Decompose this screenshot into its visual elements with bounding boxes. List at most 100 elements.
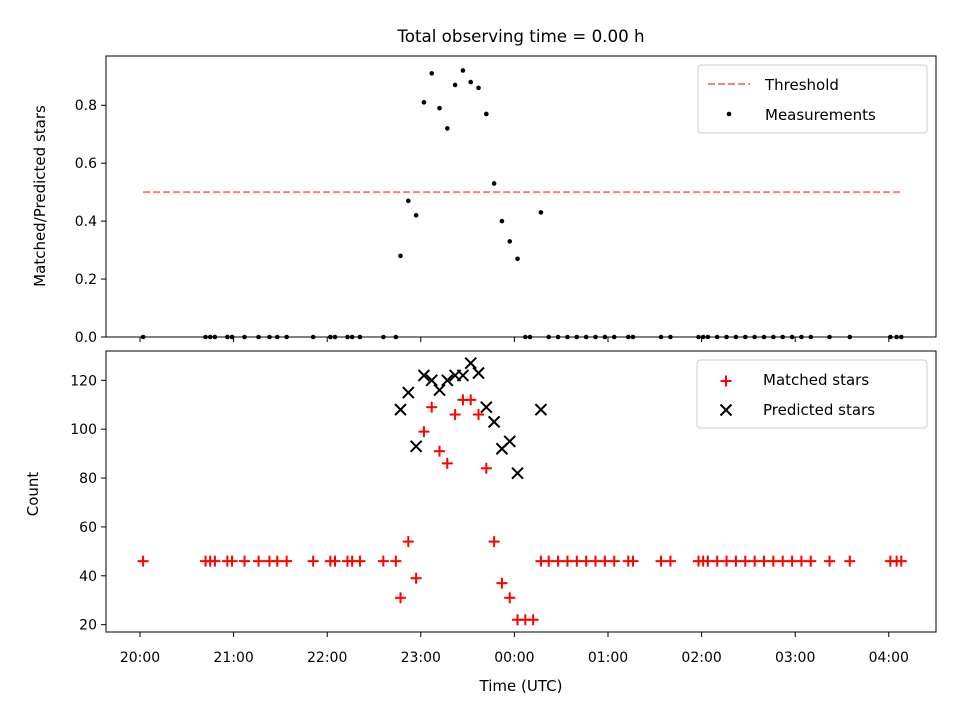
measurement-point xyxy=(460,68,466,73)
y-tick-label: 120 xyxy=(70,373,97,389)
top-axes-frame xyxy=(105,55,937,338)
matched-star-point xyxy=(580,555,592,567)
bottom-axes-frame xyxy=(105,350,937,633)
matched-star-point xyxy=(209,555,221,567)
matched-star-point xyxy=(281,555,293,567)
predicted-star-point xyxy=(402,386,415,399)
matched-star-point xyxy=(465,394,477,406)
matched-star-point xyxy=(402,536,414,548)
matched-star-point xyxy=(226,555,238,567)
predicted-star-point xyxy=(503,435,516,448)
matched-star-point xyxy=(702,555,714,567)
x-tick-label: 01:00 xyxy=(588,650,628,666)
bottom-x-axis: 20:00 21:00 22:00 23:00 00:00 01:00 02:00 03:00… xyxy=(120,632,909,666)
matched-star-point xyxy=(777,555,789,567)
matched-star-point xyxy=(426,401,438,413)
matched-star-point xyxy=(721,555,733,567)
bottom-legend: Matched stars Predicted stars xyxy=(696,359,928,429)
predicted-star-point xyxy=(456,369,470,382)
measurement-point xyxy=(538,210,544,215)
predicted-star-point xyxy=(487,415,501,429)
legend-box xyxy=(697,64,928,134)
x-tick-label: 21:00 xyxy=(213,650,253,666)
measurement-point xyxy=(437,105,442,111)
x-tick-label: 23:00 xyxy=(401,650,441,666)
matched-star-point xyxy=(253,555,265,567)
legend-box xyxy=(696,359,928,429)
x-tick-label: 00:00 xyxy=(494,650,534,666)
matched-star-point xyxy=(767,555,779,567)
top-legend: Threshold Measurements xyxy=(697,64,928,134)
matched-star-point xyxy=(434,445,446,457)
top-y-axis: 0.0 0.2 0.4 0.6 0.8 xyxy=(75,98,106,346)
matched-star-point xyxy=(449,409,461,421)
y-tick-label: 0.8 xyxy=(75,98,97,114)
predicted-star-point xyxy=(480,400,493,414)
matched-star-point xyxy=(390,555,402,567)
matched-star-point xyxy=(627,555,639,567)
chart-title: Total observing time = 0.00 h xyxy=(396,26,644,46)
x-tick-label: 02:00 xyxy=(681,650,721,666)
measurement-point xyxy=(452,82,458,88)
top-y-axis-label: Matched/Predicted stars xyxy=(31,105,49,287)
predicted-star-point xyxy=(417,369,431,382)
matched-star-point xyxy=(608,555,620,567)
matched-star-point xyxy=(441,457,453,469)
top-plot-area xyxy=(140,68,904,340)
measurement-point xyxy=(499,218,505,224)
legend-threshold-label: Threshold xyxy=(764,76,839,94)
matched-star-point xyxy=(711,555,723,567)
matched-star-point xyxy=(655,555,667,567)
predicted-star-point xyxy=(425,374,438,387)
matched-star-point xyxy=(496,577,508,589)
matched-star-point xyxy=(739,555,751,567)
matched-star-point xyxy=(730,555,742,567)
y-tick-label: 0.6 xyxy=(75,156,97,172)
top-x-axis xyxy=(139,337,890,342)
predicted-star-point xyxy=(433,383,446,397)
bottom-y-axis-label: Count xyxy=(24,472,42,517)
matched-star-point xyxy=(307,555,319,567)
predicted-star-point xyxy=(409,440,423,453)
measurement-point xyxy=(491,181,497,186)
matched-star-point xyxy=(749,555,761,567)
measurement-point xyxy=(468,79,474,85)
y-tick-label: 80 xyxy=(79,471,97,487)
matched-star-point xyxy=(527,614,539,626)
x-tick-label: 20:00 xyxy=(120,650,160,666)
predicted-star-point xyxy=(464,357,477,370)
bottom-plot-area xyxy=(137,357,907,626)
matched-star-point xyxy=(418,426,430,438)
legend-predicted-swatch xyxy=(719,403,733,417)
matched-star-point xyxy=(561,555,573,567)
x-tick-label: 22:00 xyxy=(307,650,347,666)
matched-star-point xyxy=(480,462,492,474)
predicted-star-point xyxy=(394,403,407,416)
measurement-point xyxy=(445,126,450,131)
legend-measurements-label: Measurements xyxy=(765,106,876,124)
measurement-point xyxy=(476,85,481,91)
measurement-point xyxy=(515,256,520,262)
matched-star-point xyxy=(795,555,807,567)
matched-star-point xyxy=(473,409,485,421)
matched-star-point xyxy=(844,555,856,567)
matched-star-point xyxy=(239,555,251,567)
x-tick-label: 03:00 xyxy=(775,650,815,666)
measurement-point xyxy=(406,198,411,204)
measurement-point xyxy=(429,71,435,76)
matched-star-point xyxy=(395,592,407,604)
legend-matched-label: Matched stars xyxy=(763,371,869,389)
matched-star-point xyxy=(410,572,422,584)
measurement-point xyxy=(484,111,489,117)
y-tick-label: 60 xyxy=(79,520,97,536)
predicted-star-point xyxy=(472,366,485,380)
bottom-y-axis: 20 40 60 80 100 120 xyxy=(70,373,106,634)
matched-star-point xyxy=(271,555,283,567)
matched-star-point xyxy=(786,555,798,567)
top-chart-panel: Total observing time = 0.00 h 0.00.20.40… xyxy=(31,26,937,346)
measurement-point xyxy=(413,213,419,218)
y-tick-label: 0.2 xyxy=(75,272,97,288)
y-tick-label: 0.0 xyxy=(75,330,97,346)
matched-star-point xyxy=(354,555,366,567)
